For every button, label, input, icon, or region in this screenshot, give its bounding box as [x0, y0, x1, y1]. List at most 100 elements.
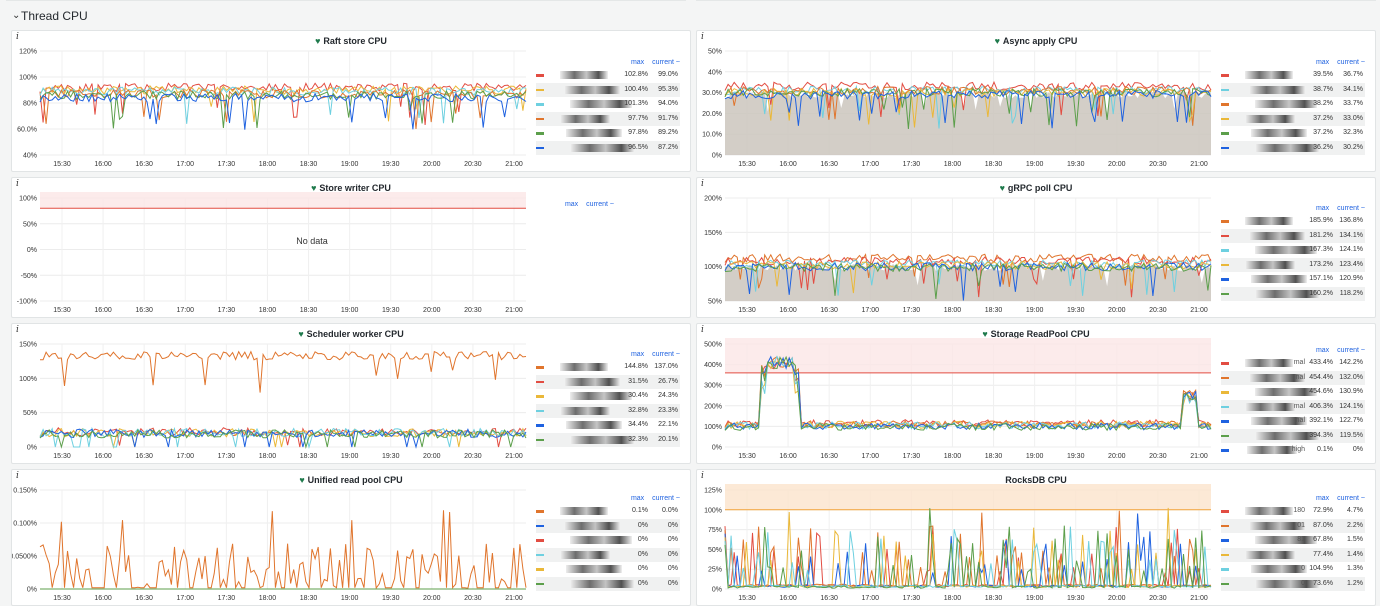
legend-item[interactable]: 30.4% 24.3%: [536, 389, 680, 404]
sort-current-button[interactable]: current ~: [1337, 495, 1365, 502]
info-icon[interactable]: i: [16, 179, 19, 189]
panel-rocksdb[interactable]: i RocksDB CPU 0% 25% 50% 75% 100% 125% 15:30 16:0…: [696, 469, 1376, 606]
legend-item[interactable]: 167.3% 124.1%: [1221, 243, 1365, 258]
panel-title[interactable]: ♥ Storage ReadPool CPU: [697, 329, 1375, 339]
legend-item[interactable]: 100.4% 95.3%: [536, 82, 680, 97]
sort-max-button[interactable]: max: [630, 59, 645, 66]
sort-current-button[interactable]: current ~: [652, 351, 680, 358]
sort-current-button[interactable]: current ~: [652, 59, 680, 66]
row-title[interactable]: Thread CPU: [21, 9, 88, 23]
info-icon[interactable]: i: [16, 471, 19, 481]
panel-grpc-poll[interactable]: i ♥ gRPC poll CPU 50% 100% 150% 200% 15:30 16:00…: [696, 177, 1376, 318]
legend-item[interactable]: 102.8% 99.0%: [536, 68, 680, 83]
legend-item[interactable]: 01 87.0% 2.2%: [1221, 518, 1365, 533]
legend-max-value: 38.2%: [1313, 100, 1333, 107]
legend-item[interactable]: 173.2% 123.4%: [1221, 257, 1365, 272]
sort-current-button[interactable]: current ~: [1337, 347, 1365, 354]
legend: max current ~ 0.1% 0.0% 0% 0% 0% 0% 0% 0% 0% 0% 0% 0%: [536, 494, 680, 591]
legend-item[interactable]: 96.5% 87.2%: [536, 140, 680, 155]
chevron-down-icon[interactable]: ⌄: [12, 10, 21, 21]
legend-item[interactable]: 0 104.9% 1.3%: [1221, 562, 1365, 577]
legend-max-value: 102.8%: [624, 71, 648, 78]
sort-max-button[interactable]: max: [1315, 205, 1330, 212]
legend-item[interactable]: 38.2% 33.7%: [1221, 97, 1365, 112]
panel-title[interactable]: ♥ Unified read pool CPU: [12, 475, 690, 485]
panel-title[interactable]: ♥ Async apply CPU: [697, 36, 1375, 46]
legend-item[interactable]: 34.4% 22.1%: [536, 418, 680, 433]
legend-item[interactable]: 32.8% 23.3%: [536, 403, 680, 418]
legend-item[interactable]: 144.8% 137.0%: [536, 360, 680, 375]
legend-item[interactable]: 157.1% 120.9%: [1221, 272, 1365, 287]
panel-scheduler-worker[interactable]: i ♥ Scheduler worker CPU 0% 50% 100% 150% 15:30…: [11, 323, 691, 464]
legend-item[interactable]: 394.3% 119.5%: [1221, 428, 1365, 443]
sort-max-button[interactable]: max: [564, 201, 579, 208]
panel-title-text: Scheduler worker CPU: [306, 329, 404, 339]
legend-item[interactable]: 454.6% 130.9%: [1221, 385, 1365, 400]
x-tick-label: 20:30: [464, 161, 482, 168]
sort-max-button[interactable]: max: [1315, 59, 1330, 66]
legend-max-value: 0%: [637, 550, 648, 558]
threshold-zone: [725, 338, 1211, 373]
row-header[interactable]: ⌄ Thread CPU: [0, 0, 1380, 30]
sort-current-button[interactable]: current ~: [1337, 59, 1365, 66]
legend-item[interactable]: 0.1% 0.0%: [536, 504, 680, 519]
info-icon[interactable]: i: [701, 179, 704, 189]
panel-title[interactable]: ♥ Raft store CPU: [12, 36, 690, 46]
legend-item[interactable]: 0% 0%: [536, 576, 680, 591]
legend-item[interactable]: mal 406.3% 124.1%: [1221, 399, 1365, 414]
legend-item[interactable]: 31.5% 26.7%: [536, 374, 680, 389]
y-tick-label: 50%: [708, 299, 722, 306]
info-icon[interactable]: i: [701, 471, 704, 481]
x-tick-label: 18:30: [985, 453, 1003, 460]
legend-item[interactable]: 0% 0%: [536, 547, 680, 562]
legend-item[interactable]: 180 72.9% 4.7%: [1221, 504, 1365, 519]
legend-item[interactable]: high 0.1% 0%: [1221, 443, 1365, 458]
panel-raft-store[interactable]: i ♥ Raft store CPU 40% 60.0% 80% 100% 120% 15:30…: [11, 30, 691, 172]
legend-item[interactable]: 81 67.8% 1.5%: [1221, 533, 1365, 548]
sort-max-button[interactable]: max: [1315, 495, 1330, 502]
legend-item[interactable]: 37.2% 32.3%: [1221, 126, 1365, 141]
legend-item[interactable]: 0% 0%: [536, 518, 680, 533]
info-icon[interactable]: i: [701, 32, 704, 42]
legend-item[interactable]: 181.2% 134.1%: [1221, 228, 1365, 243]
series-line: [724, 508, 1212, 589]
legend-item[interactable]: nal 454.4% 132.0%: [1221, 370, 1365, 385]
panel-storage-readpool[interactable]: i ♥ Storage ReadPool CPU 0% 100% 200% 300% 400%…: [696, 323, 1376, 464]
x-tick-label: 19:30: [1067, 161, 1085, 168]
legend-item[interactable]: 32.3% 20.1%: [536, 432, 680, 447]
info-icon[interactable]: i: [16, 32, 19, 42]
panel-async-apply[interactable]: i ♥ Async apply CPU 0% 10.0% 20.0% 30.0% 40% 50%…: [696, 30, 1376, 172]
sort-current-button[interactable]: current ~: [652, 495, 680, 502]
sort-current-button[interactable]: current ~: [586, 201, 614, 208]
legend-item[interactable]: 37.2% 33.0%: [1221, 111, 1365, 126]
legend-item[interactable]: 38.7% 34.1%: [1221, 82, 1365, 97]
legend-item[interactable]: 39.5% 36.7%: [1221, 68, 1365, 83]
legend-item[interactable]: nal 392.1% 122.7%: [1221, 414, 1365, 429]
info-icon[interactable]: i: [701, 325, 704, 335]
legend-item[interactable]: 0 73.6% 1.2%: [1221, 576, 1365, 591]
legend-max-value: 96.5%: [628, 143, 648, 151]
sort-max-button[interactable]: max: [630, 495, 645, 502]
legend-item[interactable]: mal 433.4% 142.2%: [1221, 356, 1365, 371]
x-tick-label: 19:30: [382, 161, 400, 168]
info-icon[interactable]: i: [16, 325, 19, 335]
legend-item[interactable]: 0% 0%: [536, 562, 680, 577]
legend-item[interactable]: 160.2% 118.2%: [1221, 286, 1365, 301]
heart-icon: ♥: [298, 329, 304, 339]
legend-item[interactable]: 77.4% 1.4%: [1221, 547, 1365, 562]
sort-max-button[interactable]: max: [1315, 347, 1330, 354]
panel-store-writer[interactable]: i ♥ Store writer CPU -100% -50% 0% 50% 100% 15:3…: [11, 177, 691, 318]
sort-max-button[interactable]: max: [630, 351, 645, 358]
legend-item[interactable]: 0% 0%: [536, 533, 680, 548]
legend-item[interactable]: 101.3% 94.0%: [536, 97, 680, 112]
panel-title[interactable]: ♥ Scheduler worker CPU: [12, 329, 690, 339]
panel-title[interactable]: ♥ Store writer CPU: [12, 183, 690, 193]
legend-item[interactable]: 97.8% 89.2%: [536, 126, 680, 141]
sort-current-button[interactable]: current ~: [1337, 205, 1365, 212]
panel-title[interactable]: ♥ gRPC poll CPU: [697, 183, 1375, 193]
legend-item[interactable]: 36.2% 30.2%: [1221, 140, 1365, 155]
panel-title[interactable]: RocksDB CPU: [697, 475, 1375, 485]
legend-item[interactable]: 185.9% 136.8%: [1221, 214, 1365, 229]
panel-unified-read-pool[interactable]: i ♥ Unified read pool CPU 0% 0.0500% 0.100% 0.…: [11, 469, 691, 606]
legend-item[interactable]: 97.7% 91.7%: [536, 111, 680, 126]
